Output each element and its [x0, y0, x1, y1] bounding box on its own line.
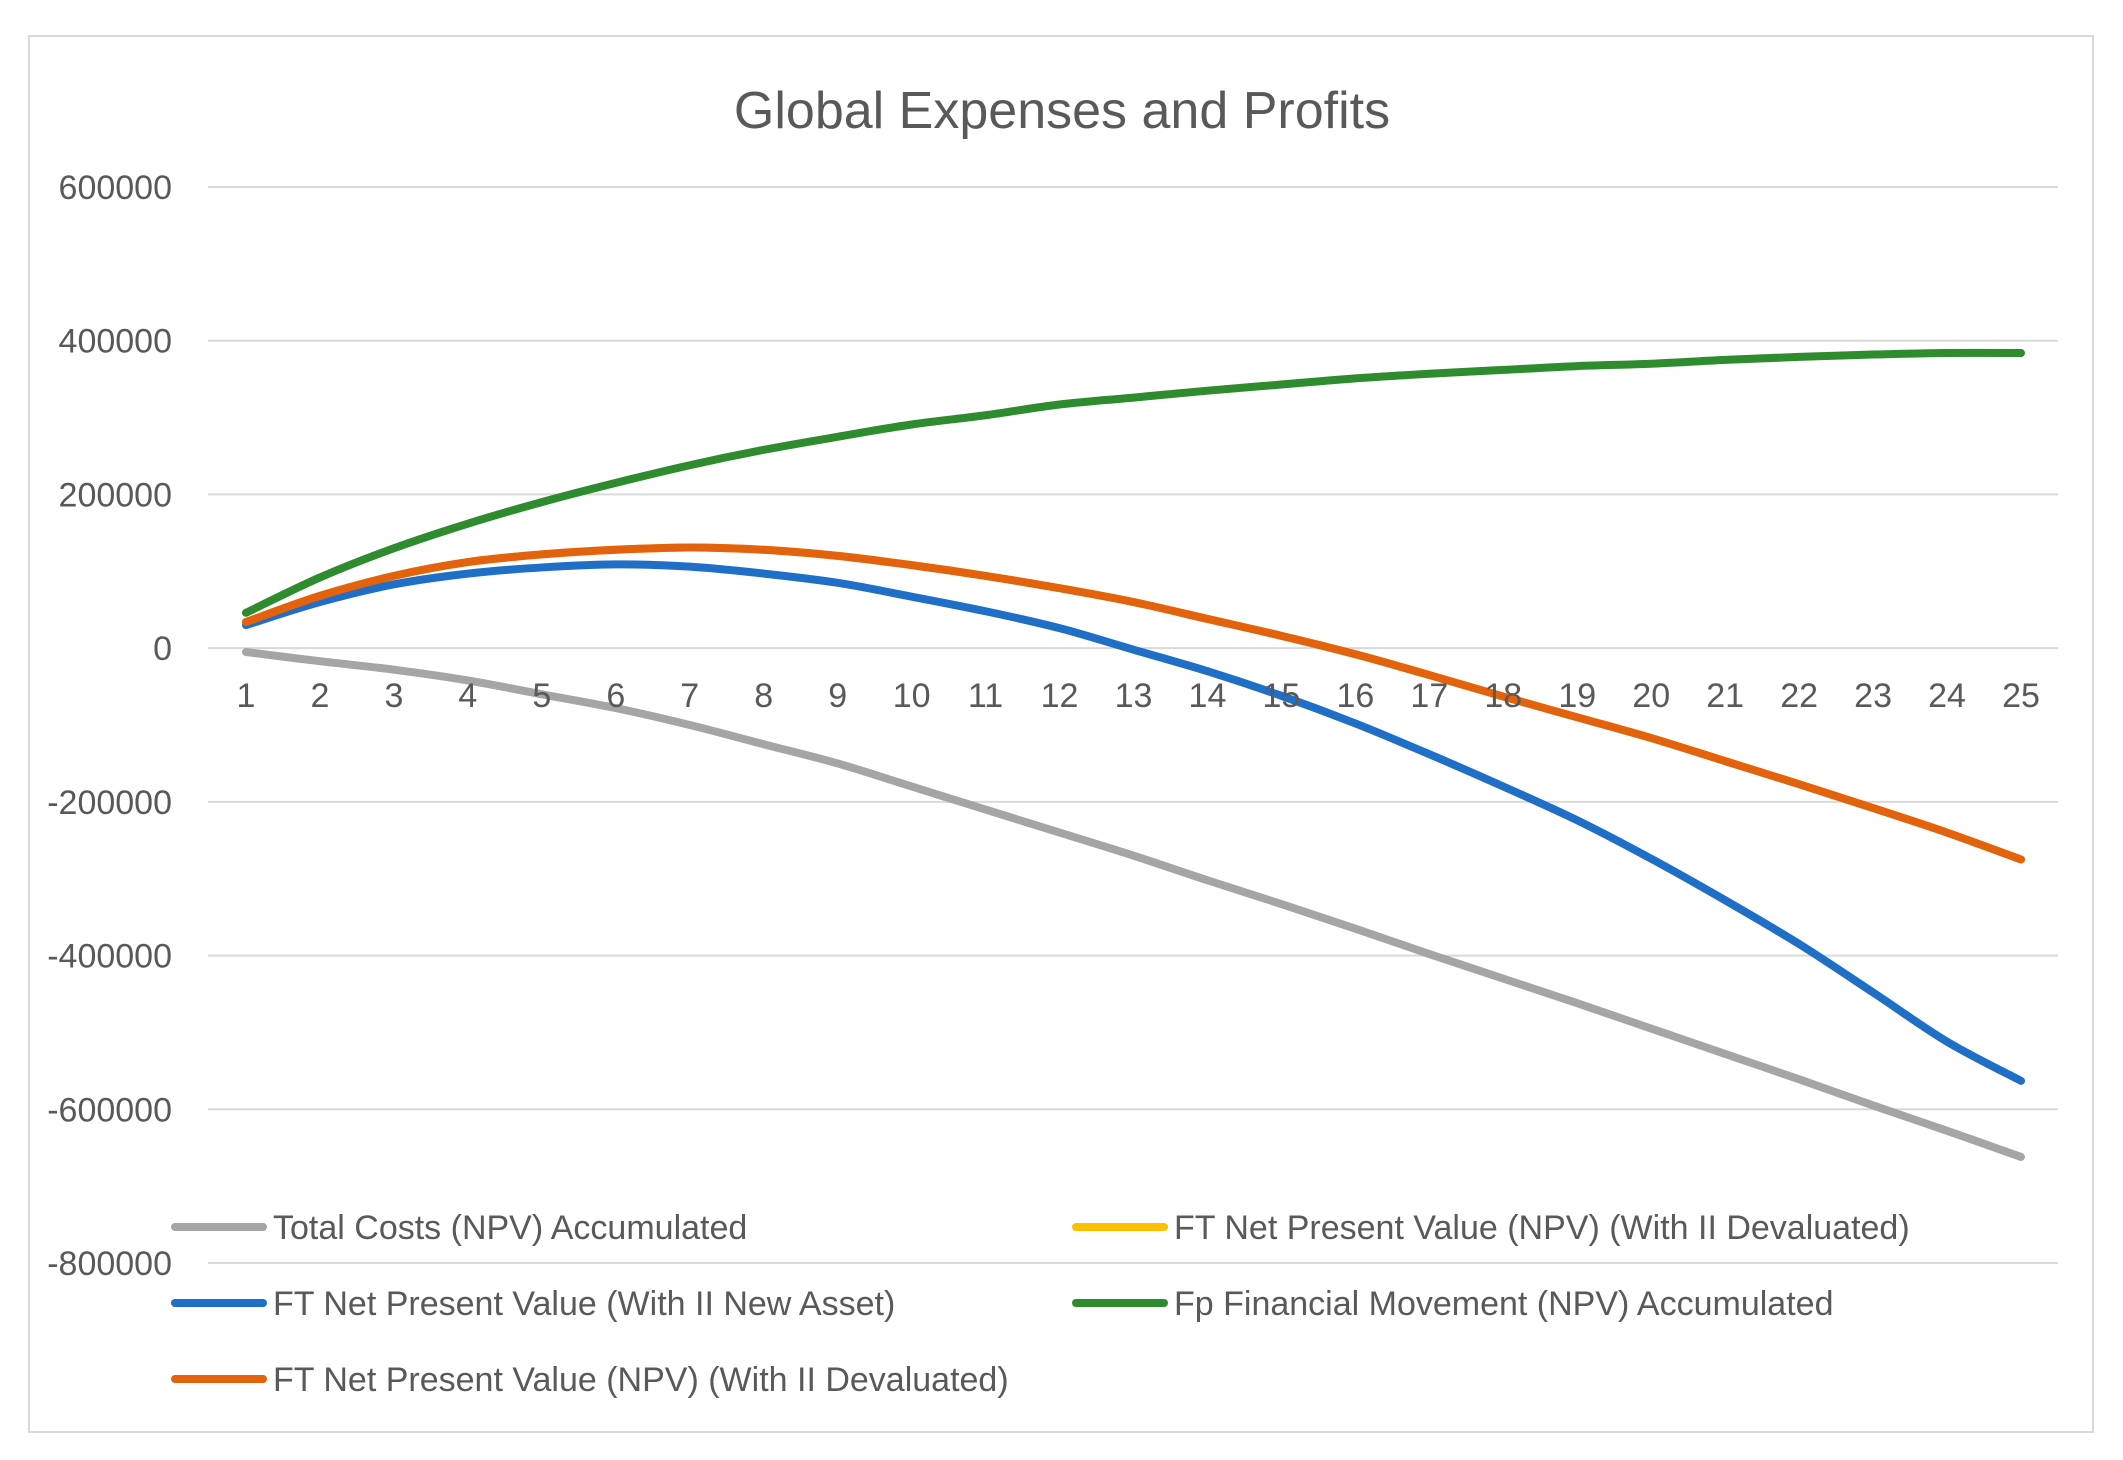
x-tick-label: 24 — [1928, 677, 1966, 715]
x-tick-label: 20 — [1632, 677, 1670, 715]
x-tick-label: 12 — [1041, 677, 1079, 715]
x-tick-label: 18 — [1484, 677, 1522, 715]
x-tick-label: 19 — [1558, 677, 1596, 715]
legend-label: Fp Financial Movement (NPV) Accumulated — [1174, 1285, 1833, 1323]
x-tick-label: 9 — [828, 677, 847, 715]
series-line-2 — [242, 560, 2025, 1085]
x-tick-label: 15 — [1263, 677, 1301, 715]
legend-label: FT Net Present Value (With II New Asset) — [273, 1285, 895, 1323]
legend-item-2: FT Net Present Value (With II New Asset) — [171, 1285, 895, 1323]
legend-item-3: Fp Financial Movement (NPV) Accumulated — [1072, 1285, 1833, 1323]
x-tick-label: 7 — [680, 677, 699, 715]
legend-label: FT Net Present Value (NPV) (With II Deva… — [273, 1361, 1009, 1399]
series-line-4 — [242, 543, 2025, 864]
x-tick-label: 6 — [606, 677, 625, 715]
legend-item-1: FT Net Present Value (NPV) (With II Deva… — [1072, 1209, 1910, 1247]
legend-label: FT Net Present Value (NPV) (With II Deva… — [1174, 1209, 1910, 1247]
y-tick-label: 0 — [153, 630, 172, 668]
x-tick-label: 13 — [1115, 677, 1153, 715]
x-tick-label: 2 — [310, 677, 329, 715]
x-tick-label: 10 — [893, 677, 931, 715]
y-tick-label: -800000 — [47, 1245, 172, 1283]
legend: Total Costs (NPV) Accumulated FT Net Pres… — [171, 1209, 1910, 1399]
x-tick-label: 14 — [1189, 677, 1227, 715]
x-tick-label: 3 — [384, 677, 403, 715]
x-tick-label: 8 — [754, 677, 773, 715]
chart-title: Global Expenses and Profits — [734, 82, 1390, 140]
x-tick-label: 22 — [1780, 677, 1818, 715]
x-tick-label: 17 — [1410, 677, 1448, 715]
series-line-0 — [242, 647, 2025, 1161]
legend-item-0: Total Costs (NPV) Accumulated — [171, 1209, 747, 1247]
legend-label: Total Costs (NPV) Accumulated — [273, 1209, 747, 1247]
chart-frame — [28, 35, 2094, 1433]
x-tick-label: 23 — [1854, 677, 1892, 715]
x-tick-label: 11 — [968, 677, 1003, 715]
x-tick-label: 21 — [1706, 677, 1744, 715]
y-tick-label: -200000 — [47, 784, 172, 822]
legend-item-4: FT Net Present Value (NPV) (With II Deva… — [171, 1361, 1009, 1399]
y-tick-label: 600000 — [59, 169, 172, 207]
series-lines — [242, 348, 2025, 1161]
x-tick-label: 4 — [458, 677, 477, 715]
x-tick-label: 5 — [532, 677, 551, 715]
x-tick-label: 16 — [1336, 677, 1374, 715]
y-axis-ticks: 600000 400000 200000 0 -200000 -400000 -600000… — [47, 169, 172, 1283]
y-tick-label: -400000 — [47, 938, 172, 976]
x-tick-label: 25 — [2002, 677, 2040, 715]
x-tick-label: 1 — [237, 677, 256, 715]
y-tick-label: -600000 — [47, 1091, 172, 1129]
series-line-3 — [242, 348, 2025, 617]
y-tick-label: 200000 — [59, 476, 172, 514]
gridlines — [208, 186, 2058, 1264]
y-tick-label: 400000 — [59, 323, 172, 361]
x-axis-ticks: 1 2 3 4 5 6 7 8 9 10 11 12 13 14 15 16 17 18 19 20 21 22 23 24 2… — [237, 677, 2040, 715]
